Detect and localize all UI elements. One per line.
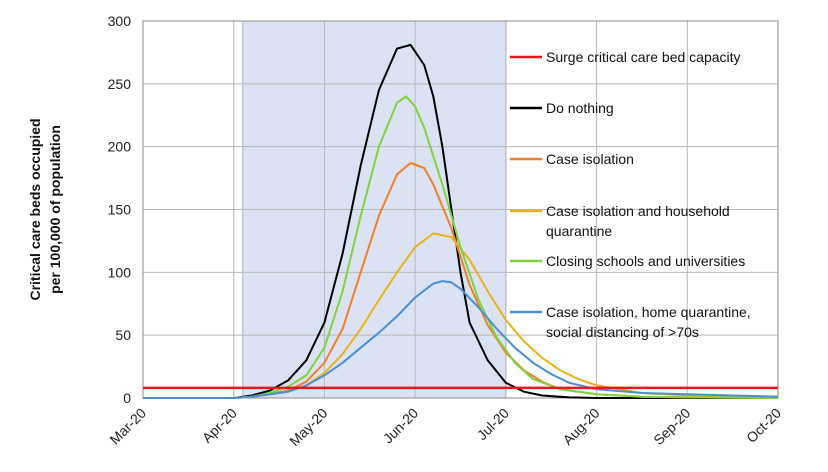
y-tick-label: 150 [108,202,132,218]
legend-label-4: Closing schools and universities [546,253,745,269]
x-tick-label: May-20 [286,405,330,449]
x-tick-label: Apr-20 [199,405,240,446]
x-tick-label: Sep-20 [650,405,693,448]
legend-label-line: quarantine [546,223,612,239]
legend-label-line: Case isolation [546,151,634,167]
y-tick-label: 300 [108,13,132,29]
y-tick-label: 0 [123,390,131,406]
legend-label-line: Case isolation and household [546,203,730,219]
y-axis-title-line: per 100,000 of population [47,125,63,294]
legend-label-line: social distancing of >70s [546,324,699,340]
y-axis-title: Critical care beds occupied per 100,000 o… [27,118,63,300]
legend-label-3: Case isolation and household quarantine [546,203,730,239]
y-tick-label: 250 [108,76,132,92]
legend-label-1: Do nothing [546,100,614,116]
plot-area-border [142,20,779,399]
y-tick-label: 200 [108,139,132,155]
x-tick-label: Jul-20 [474,405,512,443]
legend-label-line: Do nothing [546,100,614,116]
x-tick-label: Mar-20 [106,405,149,448]
legend-label-line: Closing schools and universities [546,253,745,269]
legend-label-line: Surge critical care bed capacity [546,49,741,65]
x-tick-label: Jun-20 [380,405,422,447]
legend-label-5: Case isolation, home quarantine, social d… [546,304,751,340]
x-tick-label: Oct-20 [743,405,784,446]
legend-label-line: Case isolation, home quarantine, [546,304,751,320]
y-tick-label: 100 [108,264,132,280]
series-line-1 [143,43,778,399]
legend-label-2: Case isolation [546,151,634,167]
x-tick-label: Aug-20 [559,405,602,448]
y-tick-label: 50 [115,327,131,343]
y-axis-title-line: Critical care beds occupied [27,118,43,300]
legend-label-0: Surge critical care bed capacity [546,49,741,65]
